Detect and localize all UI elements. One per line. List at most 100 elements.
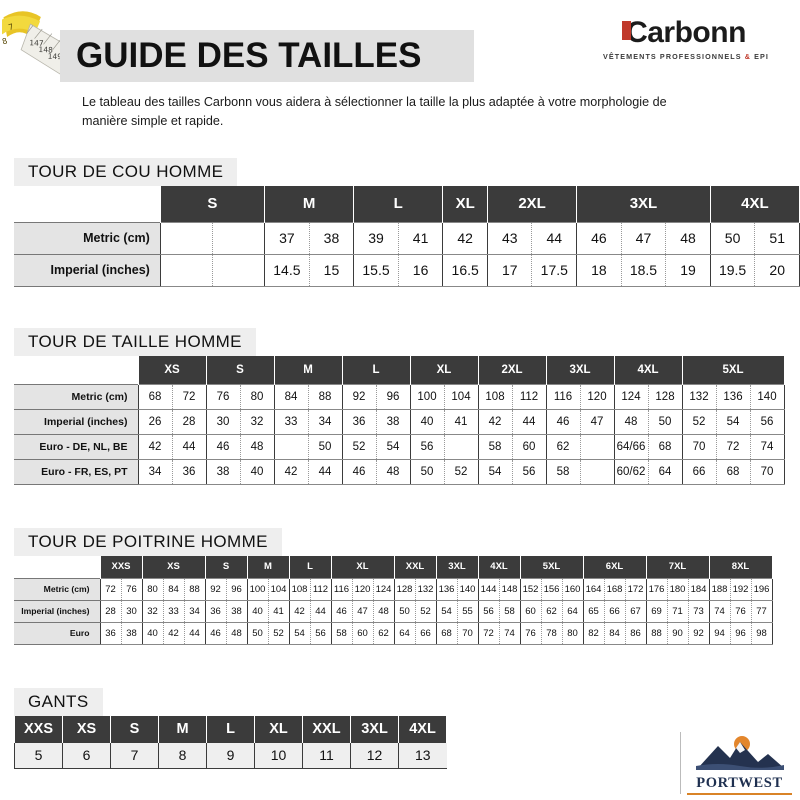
- table-cell: 46: [545, 408, 580, 435]
- table-cell: 72: [477, 621, 499, 645]
- table-cell: 80: [561, 621, 583, 645]
- table-cell: 56: [749, 408, 785, 435]
- table-cell: 96: [729, 621, 751, 645]
- table-cell: 84: [162, 577, 184, 601]
- table-row: Euro - DE, NL, BE 42 44 46 48 50 52 54 56 58 60 62 6…: [14, 433, 785, 460]
- table-cell: 48: [372, 599, 394, 623]
- table-cell: 84: [603, 621, 625, 645]
- table-cell: 50: [307, 433, 342, 460]
- glove-size-header-xxs: XXS: [14, 716, 63, 742]
- size-header-6xl: 6XL: [582, 556, 647, 578]
- table-cell: 136: [715, 383, 750, 410]
- size-header-2xl: 2XL: [486, 186, 578, 222]
- table-cell: 112: [309, 577, 331, 601]
- table-cell: [159, 253, 213, 287]
- table-header-row: XXS XS S M L XL XXL 3XL 4XL 5XL 6XL 7XL 8XL: [14, 556, 773, 578]
- size-header-xl: XL: [442, 186, 488, 222]
- table-cell: 44: [511, 408, 546, 435]
- table-cell: 192: [729, 577, 751, 601]
- table-cell: 92: [204, 577, 226, 601]
- table-cell: 164: [582, 577, 604, 601]
- table-cell: 92: [341, 383, 376, 410]
- table-cell: 98: [750, 621, 773, 645]
- table-cell: 116: [545, 383, 580, 410]
- table-cell: 46: [330, 599, 352, 623]
- table-cell: 41: [267, 599, 289, 623]
- size-header-3xl: 3XL: [545, 356, 615, 384]
- glove-size-header-xxl: XXL: [302, 716, 351, 742]
- table-cell: 132: [414, 577, 436, 601]
- table-cell: 34: [307, 408, 342, 435]
- table-cell: 42: [442, 221, 488, 255]
- brand-name-wrap: Carbonn: [622, 18, 746, 48]
- size-header-s: S: [159, 186, 266, 222]
- glove-size-value: 10: [254, 741, 303, 769]
- table-cell: 16.5: [442, 253, 488, 287]
- row-label: Euro - DE, NL, BE: [14, 433, 138, 460]
- table-cell: 34: [183, 599, 205, 623]
- size-header-3xl: 3XL: [435, 556, 479, 578]
- table-cell: 78: [540, 621, 562, 645]
- table-cell: 43: [486, 221, 532, 255]
- table-row: Metric (cm) 37 38 39 41 42 43 44 46 47 48 50 51: [14, 221, 800, 255]
- table-cell: 52: [267, 621, 289, 645]
- svg-text:7: 7: [7, 22, 14, 32]
- table-cell: 140: [456, 577, 478, 601]
- table-cell: 172: [624, 577, 646, 601]
- size-header-4xl: 4XL: [477, 556, 521, 578]
- glove-size-header-s: S: [110, 716, 159, 742]
- table-cell: 46: [205, 433, 240, 460]
- table-cell: 44: [309, 599, 331, 623]
- table-cell: 28: [99, 599, 121, 623]
- row-label: Imperial (inches): [14, 599, 100, 623]
- table-cell: 54: [375, 433, 410, 460]
- table-cell: 44: [307, 458, 342, 485]
- table-cell: 30: [205, 408, 240, 435]
- table-cell: 64: [393, 621, 415, 645]
- page-title: GUIDE DES TAILLES: [76, 36, 422, 75]
- table-cell: 42: [477, 408, 512, 435]
- table-cell: 20: [754, 253, 800, 287]
- table-cell: 40: [246, 599, 268, 623]
- table-cell: 34: [137, 458, 172, 485]
- glove-size-header-xs: XS: [62, 716, 111, 742]
- table-cell: 88: [183, 577, 205, 601]
- table-cell: 196: [750, 577, 773, 601]
- table-cell: [273, 433, 308, 460]
- table-cell: 14.5: [264, 253, 310, 287]
- table-cell: 52: [341, 433, 376, 460]
- table-cell: 38: [120, 621, 142, 645]
- glove-size-header-3xl: 3XL: [350, 716, 399, 742]
- glove-size-value: 9: [206, 741, 255, 769]
- table-cell: 76: [729, 599, 751, 623]
- table-cell: 76: [120, 577, 142, 601]
- table-cell: 71: [666, 599, 688, 623]
- table-row: Imperial (inches) 26 28 30 32 33 34 36 38 40 41 42 4…: [14, 408, 785, 435]
- size-header-s: S: [205, 356, 275, 384]
- section-heading-chest: TOUR DE POITRINE HOMME: [14, 528, 282, 556]
- table-cell: 62: [540, 599, 562, 623]
- table-cell: 18.5: [620, 253, 666, 287]
- table-cell: 40: [141, 621, 163, 645]
- table-cell: 48: [239, 433, 274, 460]
- brand-tagline: VÊTEMENTS PROFESSIONNELS & EPI: [586, 52, 786, 61]
- table-cell: 36: [171, 458, 206, 485]
- table-cell: 44: [183, 621, 205, 645]
- table-cell: 58: [545, 458, 580, 485]
- table-cell: 36: [341, 408, 376, 435]
- size-header-xxl: XXL: [393, 556, 437, 578]
- table-cell: 15.5: [353, 253, 399, 287]
- table-cell: 51: [754, 221, 800, 255]
- table-cell: 42: [137, 433, 172, 460]
- table-cell: 18: [576, 253, 622, 287]
- size-header-m: M: [264, 186, 355, 222]
- page-title-bar: GUIDE DES TAILLES: [60, 30, 474, 82]
- table-cell: 184: [687, 577, 709, 601]
- table-cell: 44: [171, 433, 206, 460]
- table-cell: 42: [273, 458, 308, 485]
- table-cell: 48: [613, 408, 648, 435]
- portwest-rule: [687, 793, 792, 795]
- size-header-m: M: [246, 556, 290, 578]
- table-cell: 152: [519, 577, 541, 601]
- glove-size-header-m: M: [158, 716, 207, 742]
